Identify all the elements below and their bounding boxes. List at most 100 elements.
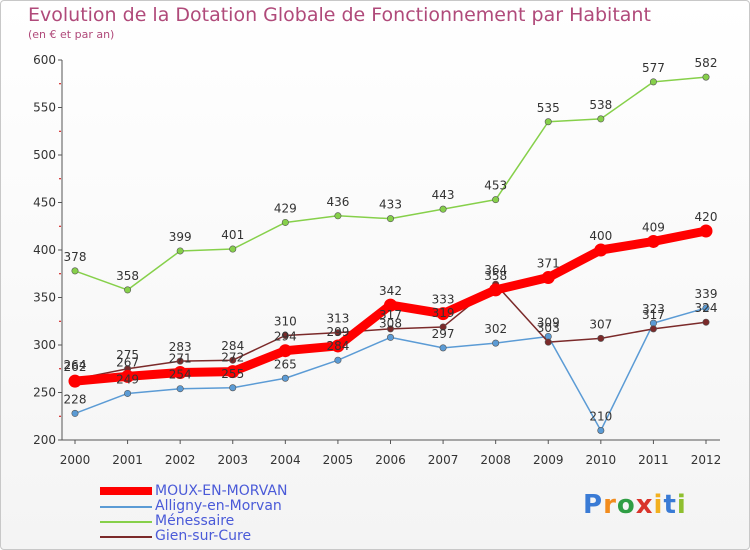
data-point — [492, 196, 500, 204]
data-point — [71, 267, 79, 275]
y-tick-label: 450 — [33, 196, 56, 210]
data-point — [649, 78, 657, 86]
data-label: 254 — [169, 368, 192, 382]
legend-swatch-alligny — [100, 506, 152, 508]
data-label: 284 — [326, 339, 349, 353]
data-point — [702, 304, 710, 312]
logo-letter: r — [603, 490, 617, 520]
data-label: 308 — [379, 316, 402, 330]
data-point — [646, 234, 660, 248]
data-label: 271 — [169, 352, 192, 366]
data-point — [541, 271, 555, 285]
y-tick-label: 200 — [33, 433, 56, 447]
x-tick-label: 2001 — [112, 453, 143, 467]
data-point — [226, 365, 240, 379]
data-label: 210 — [589, 410, 612, 424]
data-point — [489, 283, 503, 297]
data-label: 401 — [221, 228, 244, 242]
data-point — [492, 339, 500, 347]
data-label: 358 — [484, 269, 507, 283]
data-label: 399 — [169, 230, 192, 244]
data-point — [439, 344, 447, 352]
data-point — [124, 389, 132, 397]
logo-letter: t — [663, 490, 677, 520]
data-point — [544, 118, 552, 126]
y-tick-label: 600 — [33, 53, 56, 67]
x-tick-label: 2011 — [638, 453, 669, 467]
data-point — [229, 384, 237, 392]
data-point — [334, 356, 342, 364]
data-label: 299 — [326, 325, 349, 339]
data-label: 249 — [116, 372, 139, 386]
y-tick-label: 300 — [33, 338, 56, 352]
x-tick-label: 2000 — [60, 453, 91, 467]
data-label: 538 — [589, 98, 612, 112]
y-tick-label: 500 — [33, 148, 56, 162]
x-tick-label: 2005 — [323, 453, 354, 467]
data-point — [597, 115, 605, 123]
x-tick-label: 2006 — [375, 453, 406, 467]
data-point — [176, 247, 184, 255]
x-tick-label: 2004 — [270, 453, 301, 467]
x-tick-label: 2012 — [691, 453, 722, 467]
data-point — [173, 366, 187, 380]
y-tick-label: 550 — [33, 101, 56, 115]
data-label: 317 — [379, 308, 402, 322]
data-label: 333 — [432, 293, 455, 307]
data-point — [699, 224, 713, 238]
data-point — [702, 73, 710, 81]
data-label: 255 — [221, 367, 244, 381]
legend-swatch-gien — [100, 536, 152, 538]
x-tick-label: 2007 — [428, 453, 459, 467]
data-label: 310 — [274, 315, 297, 329]
data-point — [386, 325, 394, 333]
data-label: 309 — [537, 315, 560, 329]
proxiti-logo: Proxiti — [583, 490, 687, 520]
data-label: 535 — [537, 101, 560, 115]
legend-label-moux: MOUX-EN-MORVAN — [155, 483, 288, 499]
data-point — [68, 374, 82, 388]
data-label: 317 — [642, 308, 665, 322]
data-label: 443 — [432, 188, 455, 202]
data-point — [281, 374, 289, 382]
data-label: 297 — [432, 327, 455, 341]
data-label: 323 — [642, 302, 665, 316]
data-label: 409 — [642, 220, 665, 234]
legend-label-alligny: Alligny-en-Morvan — [155, 498, 282, 514]
data-label: 371 — [537, 257, 560, 271]
logo-letter: i — [653, 490, 664, 520]
data-point — [436, 307, 450, 321]
data-point — [386, 215, 394, 223]
data-point — [594, 243, 608, 257]
data-label: 294 — [274, 330, 297, 344]
data-label: 275 — [116, 348, 139, 362]
data-point — [384, 298, 397, 312]
legend-label-gien: Gien-sur-Cure — [155, 528, 252, 544]
data-point — [544, 338, 552, 346]
data-label: 303 — [537, 321, 560, 335]
data-label: 319 — [432, 306, 455, 320]
data-point — [121, 369, 135, 383]
data-point — [281, 218, 289, 226]
data-label: 262 — [64, 360, 87, 374]
data-point — [386, 333, 394, 341]
data-label: 358 — [116, 269, 139, 283]
data-point — [331, 339, 345, 353]
data-label: 453 — [484, 179, 507, 193]
x-tick-label: 2009 — [533, 453, 564, 467]
x-tick-label: 2003 — [217, 453, 248, 467]
data-label: 339 — [695, 287, 718, 301]
data-point — [71, 409, 79, 417]
data-label: 324 — [695, 301, 718, 315]
data-label: 284 — [221, 339, 244, 353]
data-label: 364 — [484, 263, 507, 277]
data-label: 436 — [326, 195, 349, 209]
legend-swatch-moux — [100, 487, 152, 495]
data-point — [229, 245, 237, 253]
logo-letter: i — [676, 490, 687, 520]
y-tick-label: 350 — [33, 291, 56, 305]
data-label: 342 — [379, 284, 402, 298]
data-label: 302 — [484, 322, 507, 336]
